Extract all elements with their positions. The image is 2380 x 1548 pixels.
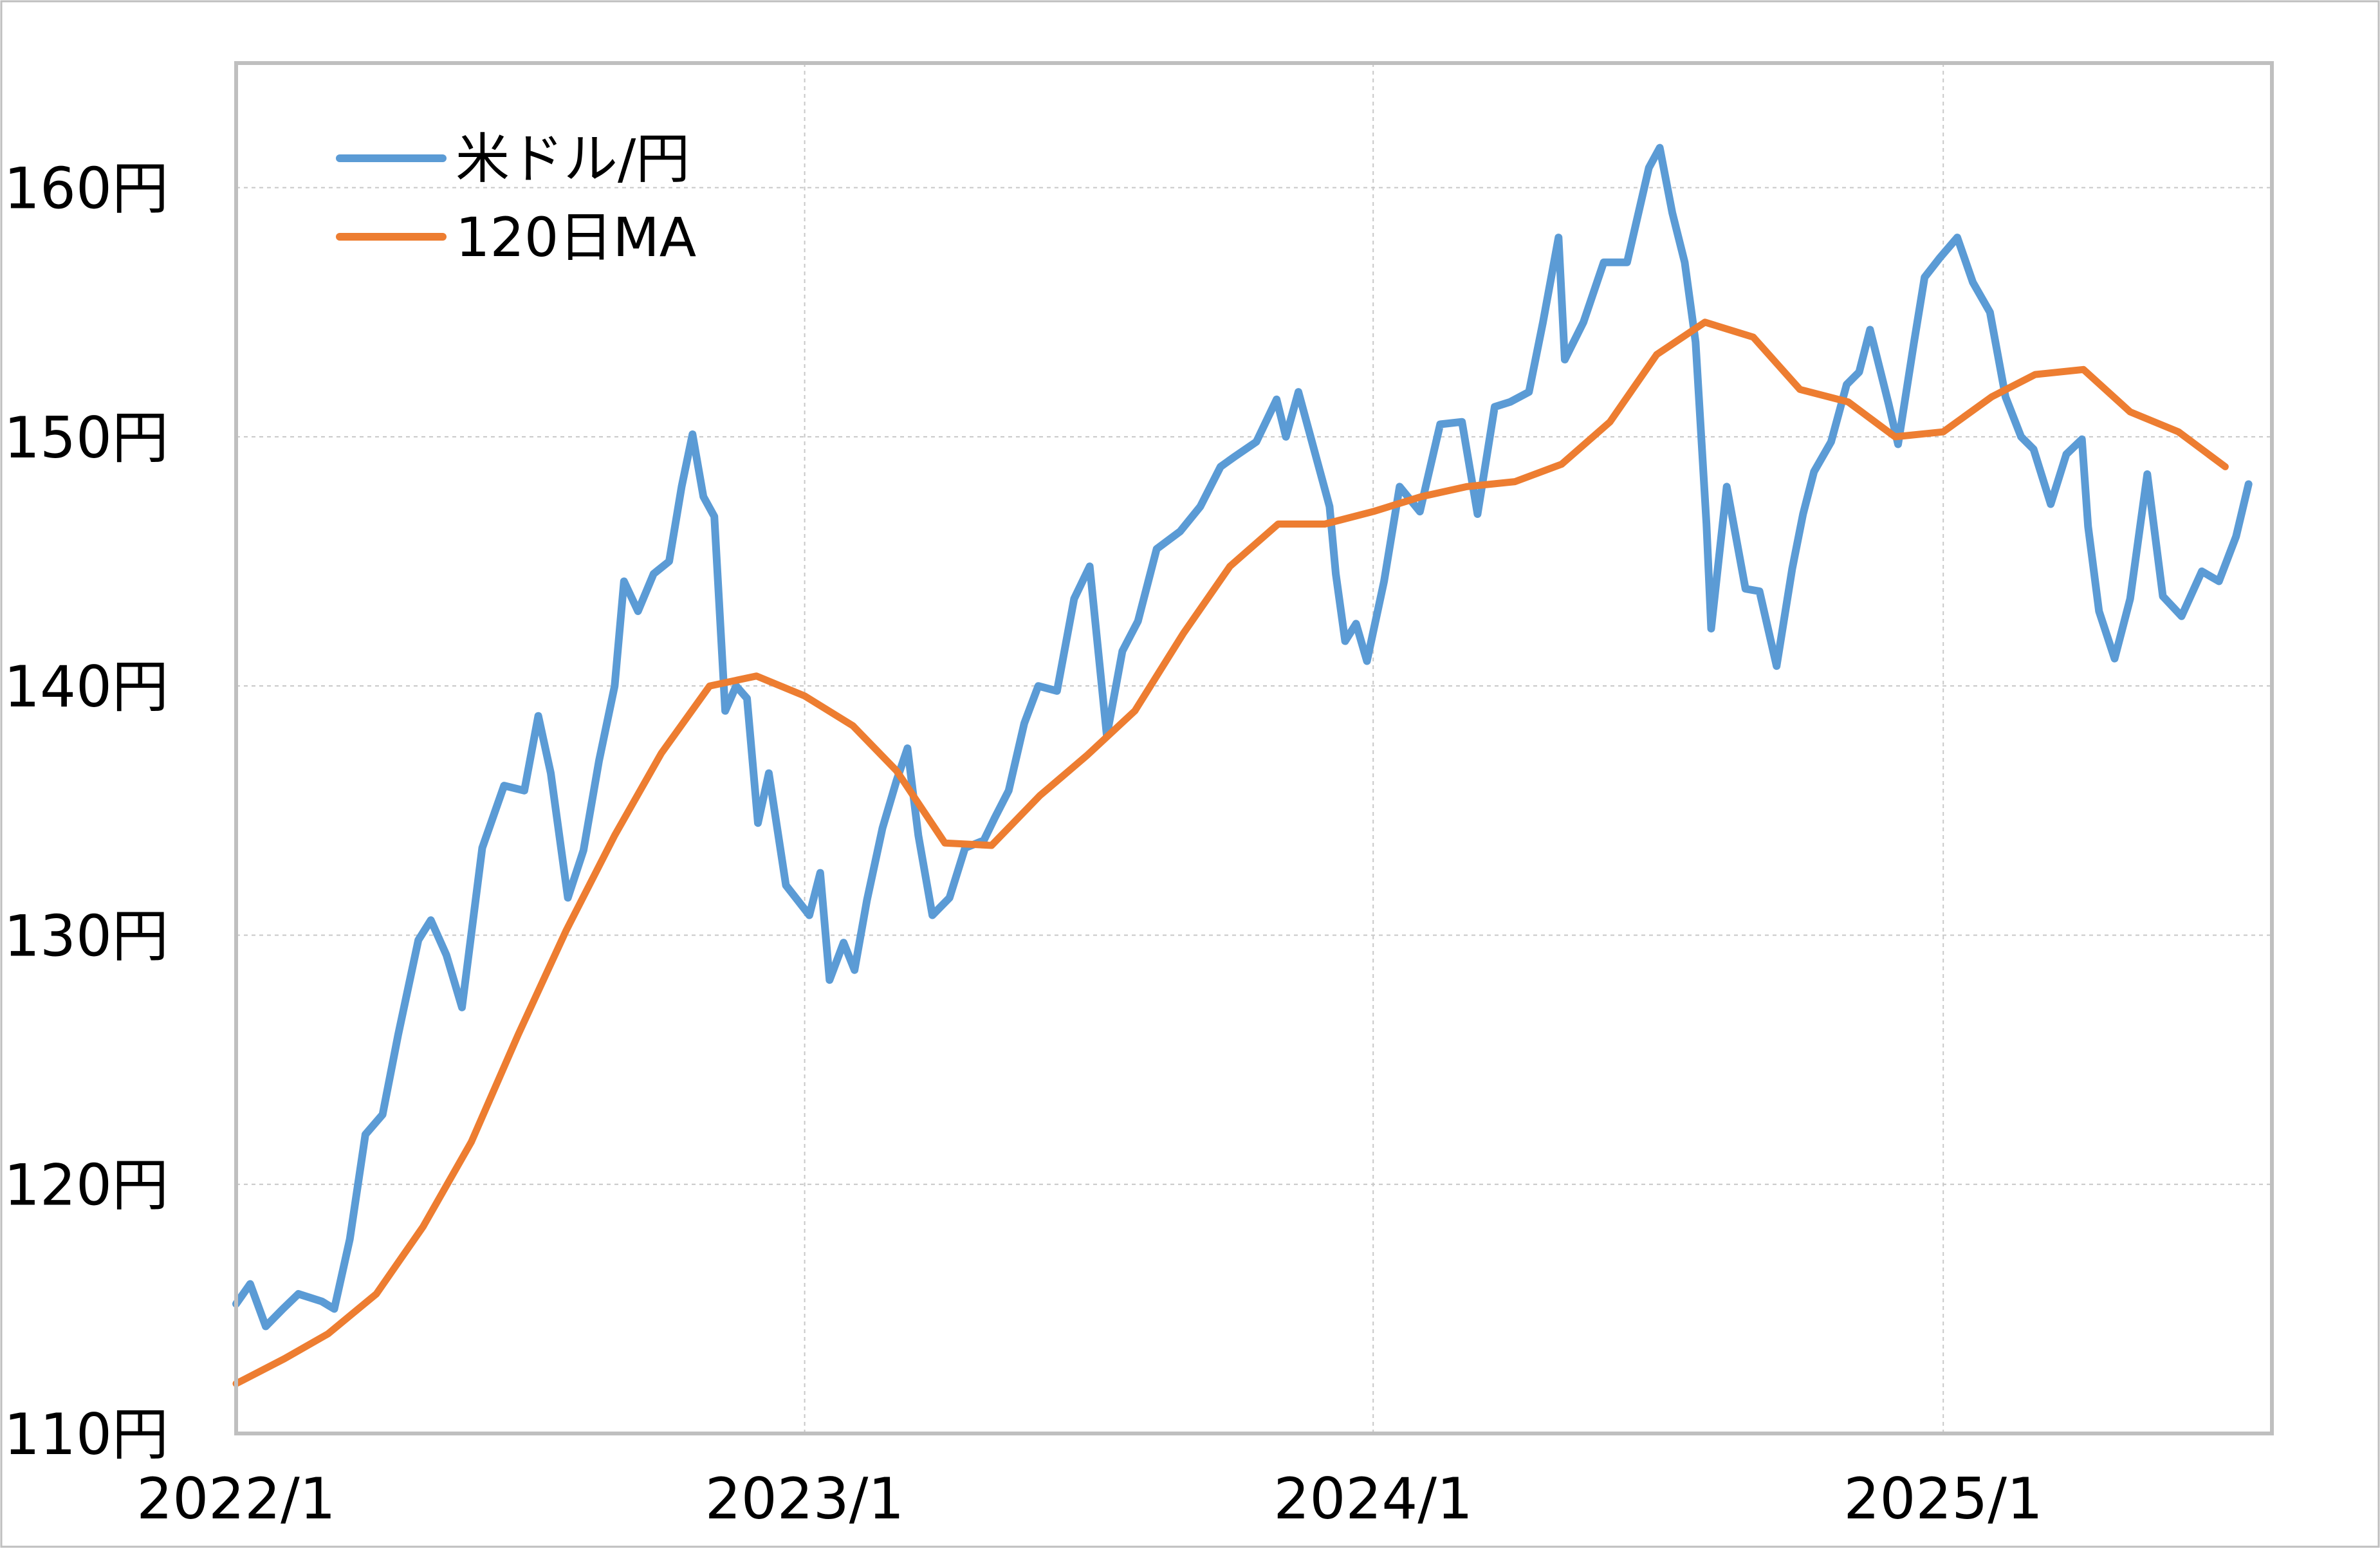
legend-label-ma120: 120日MA: [456, 206, 696, 269]
y-tick-label-130: 130円: [4, 903, 169, 969]
y-axis-tick-labels: 110円 120円 130円 140円 150円 160円: [4, 156, 169, 1468]
x-tick-label-2022-1: 2022/1: [136, 1466, 336, 1532]
series-line-usd-jpy: [232, 143, 2253, 1331]
legend: 米ドル/円 120日MA: [336, 127, 696, 269]
x-tick-label-2025-1: 2025/1: [1843, 1466, 2043, 1532]
y-tick-label-150: 150円: [4, 405, 169, 471]
y-tick-label-160: 160円: [4, 156, 169, 222]
y-tick-label-110: 110円: [4, 1401, 169, 1468]
y-tick-label-140: 140円: [4, 654, 169, 720]
x-axis-tick-labels: 2022/1 2023/1 2024/1 2025/1: [136, 1466, 2043, 1532]
x-tick-label-2024-1: 2024/1: [1273, 1466, 1473, 1532]
legend-label-usd-jpy: 米ドル/円: [456, 127, 690, 190]
y-tick-label-120: 120円: [4, 1152, 169, 1219]
series-layer: [232, 143, 2253, 1387]
x-tick-label-2023-1: 2023/1: [705, 1466, 905, 1532]
series-line-ma120: [232, 318, 2229, 1387]
plot-area-frame: [234, 61, 2274, 1435]
